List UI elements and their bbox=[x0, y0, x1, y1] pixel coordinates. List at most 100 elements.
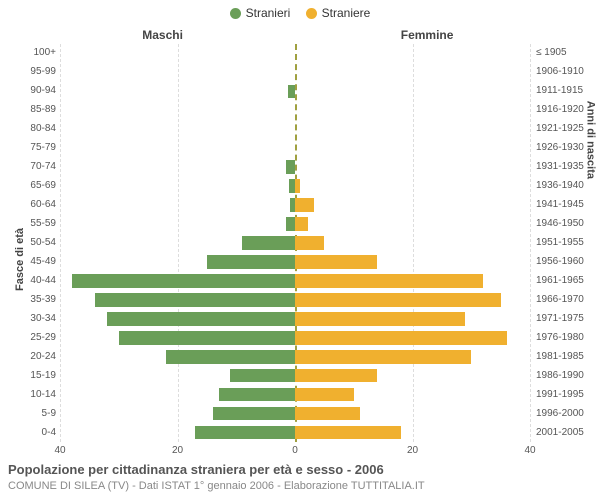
age-label: 15-19 bbox=[6, 370, 56, 381]
male-bar bbox=[107, 312, 295, 326]
column-header-female: Femmine bbox=[401, 28, 454, 42]
birth-year-label: 1946-1950 bbox=[536, 218, 584, 229]
birth-year-label: 1916-1920 bbox=[536, 104, 584, 115]
birth-year-label: 1921-1925 bbox=[536, 123, 584, 134]
legend-label-female: Straniere bbox=[322, 6, 371, 20]
male-bar bbox=[195, 426, 295, 440]
age-label: 55-59 bbox=[6, 218, 56, 229]
x-tick: 40 bbox=[524, 445, 535, 456]
female-bar bbox=[295, 407, 360, 421]
age-label: 45-49 bbox=[6, 256, 56, 267]
legend-swatch-male bbox=[230, 8, 241, 19]
birth-year-label: 1906-1910 bbox=[536, 66, 584, 77]
male-bar bbox=[286, 217, 295, 231]
age-label: 20-24 bbox=[6, 351, 56, 362]
birth-year-label: 1991-1995 bbox=[536, 389, 584, 400]
age-row bbox=[60, 104, 530, 118]
birth-year-label: 1931-1935 bbox=[536, 161, 584, 172]
age-label: 65-69 bbox=[6, 180, 56, 191]
age-row bbox=[60, 331, 530, 345]
male-bar bbox=[230, 369, 295, 383]
age-label: 75-79 bbox=[6, 142, 56, 153]
age-row bbox=[60, 122, 530, 136]
female-bar bbox=[295, 331, 507, 345]
male-bar bbox=[286, 160, 295, 174]
age-label: 30-34 bbox=[6, 313, 56, 324]
age-row bbox=[60, 350, 530, 364]
birth-year-label: 1961-1965 bbox=[536, 275, 584, 286]
birth-year-label: 1951-1955 bbox=[536, 237, 584, 248]
female-bar bbox=[295, 198, 314, 212]
legend: Stranieri Straniere bbox=[0, 6, 600, 22]
male-bar bbox=[72, 274, 295, 288]
age-row bbox=[60, 407, 530, 421]
age-row bbox=[60, 85, 530, 99]
birth-year-label: ≤ 1905 bbox=[536, 47, 567, 58]
age-row bbox=[60, 255, 530, 269]
birth-year-label: 1976-1980 bbox=[536, 332, 584, 343]
age-row bbox=[60, 426, 530, 440]
female-bar bbox=[295, 312, 465, 326]
legend-item-male: Stranieri bbox=[230, 6, 291, 20]
x-tick: 40 bbox=[54, 445, 65, 456]
age-row bbox=[60, 179, 530, 193]
male-bar bbox=[95, 293, 295, 307]
x-tick: 0 bbox=[292, 445, 298, 456]
birth-year-label: 1926-1930 bbox=[536, 142, 584, 153]
age-label: 60-64 bbox=[6, 199, 56, 210]
age-label: 50-54 bbox=[6, 237, 56, 248]
female-bar bbox=[295, 388, 354, 402]
age-row bbox=[60, 141, 530, 155]
male-bar bbox=[288, 85, 295, 99]
age-row bbox=[60, 388, 530, 402]
age-label: 5-9 bbox=[6, 408, 56, 419]
plot-area bbox=[60, 44, 530, 442]
age-label: 0-4 bbox=[6, 427, 56, 438]
footer-subtitle: COMUNE DI SILEA (TV) - Dati ISTAT 1° gen… bbox=[8, 480, 425, 492]
male-bar bbox=[207, 255, 295, 269]
birth-year-label: 1981-1985 bbox=[536, 351, 584, 362]
age-label: 80-84 bbox=[6, 123, 56, 134]
female-bar bbox=[295, 236, 324, 250]
male-bar bbox=[242, 236, 295, 250]
birth-year-label: 1971-1975 bbox=[536, 313, 584, 324]
male-bar bbox=[213, 407, 295, 421]
male-bar bbox=[119, 331, 295, 345]
age-label: 35-39 bbox=[6, 294, 56, 305]
female-bar bbox=[295, 255, 377, 269]
female-bar bbox=[295, 274, 483, 288]
age-label: 95-99 bbox=[6, 66, 56, 77]
population-pyramid-chart: Stranieri Straniere Maschi Femmine Fasce… bbox=[0, 0, 600, 500]
age-row bbox=[60, 369, 530, 383]
age-label: 90-94 bbox=[6, 85, 56, 96]
age-row bbox=[60, 47, 530, 61]
birth-year-label: 1986-1990 bbox=[536, 370, 584, 381]
female-bar bbox=[295, 369, 377, 383]
age-row bbox=[60, 312, 530, 326]
age-row bbox=[60, 160, 530, 174]
age-label: 100+ bbox=[6, 47, 56, 58]
female-bar bbox=[295, 179, 300, 193]
legend-swatch-female bbox=[306, 8, 317, 19]
birth-year-label: 1966-1970 bbox=[536, 294, 584, 305]
legend-item-female: Straniere bbox=[306, 6, 371, 20]
female-bar bbox=[295, 293, 501, 307]
birth-year-label: 1911-1915 bbox=[536, 85, 583, 96]
female-bar bbox=[295, 350, 471, 364]
birth-year-label: 2001-2005 bbox=[536, 427, 584, 438]
column-header-male: Maschi bbox=[142, 28, 183, 42]
x-tick: 20 bbox=[172, 445, 183, 456]
x-tick: 20 bbox=[407, 445, 418, 456]
age-label: 85-89 bbox=[6, 104, 56, 115]
age-row bbox=[60, 66, 530, 80]
birth-year-label: 1996-2000 bbox=[536, 408, 584, 419]
female-bar bbox=[295, 426, 401, 440]
footer-title: Popolazione per cittadinanza straniera p… bbox=[8, 462, 384, 477]
female-bar bbox=[295, 217, 308, 231]
age-label: 40-44 bbox=[6, 275, 56, 286]
birth-year-label: 1956-1960 bbox=[536, 256, 584, 267]
age-row bbox=[60, 293, 530, 307]
age-label: 25-29 bbox=[6, 332, 56, 343]
legend-label-male: Stranieri bbox=[246, 6, 291, 20]
age-row bbox=[60, 274, 530, 288]
